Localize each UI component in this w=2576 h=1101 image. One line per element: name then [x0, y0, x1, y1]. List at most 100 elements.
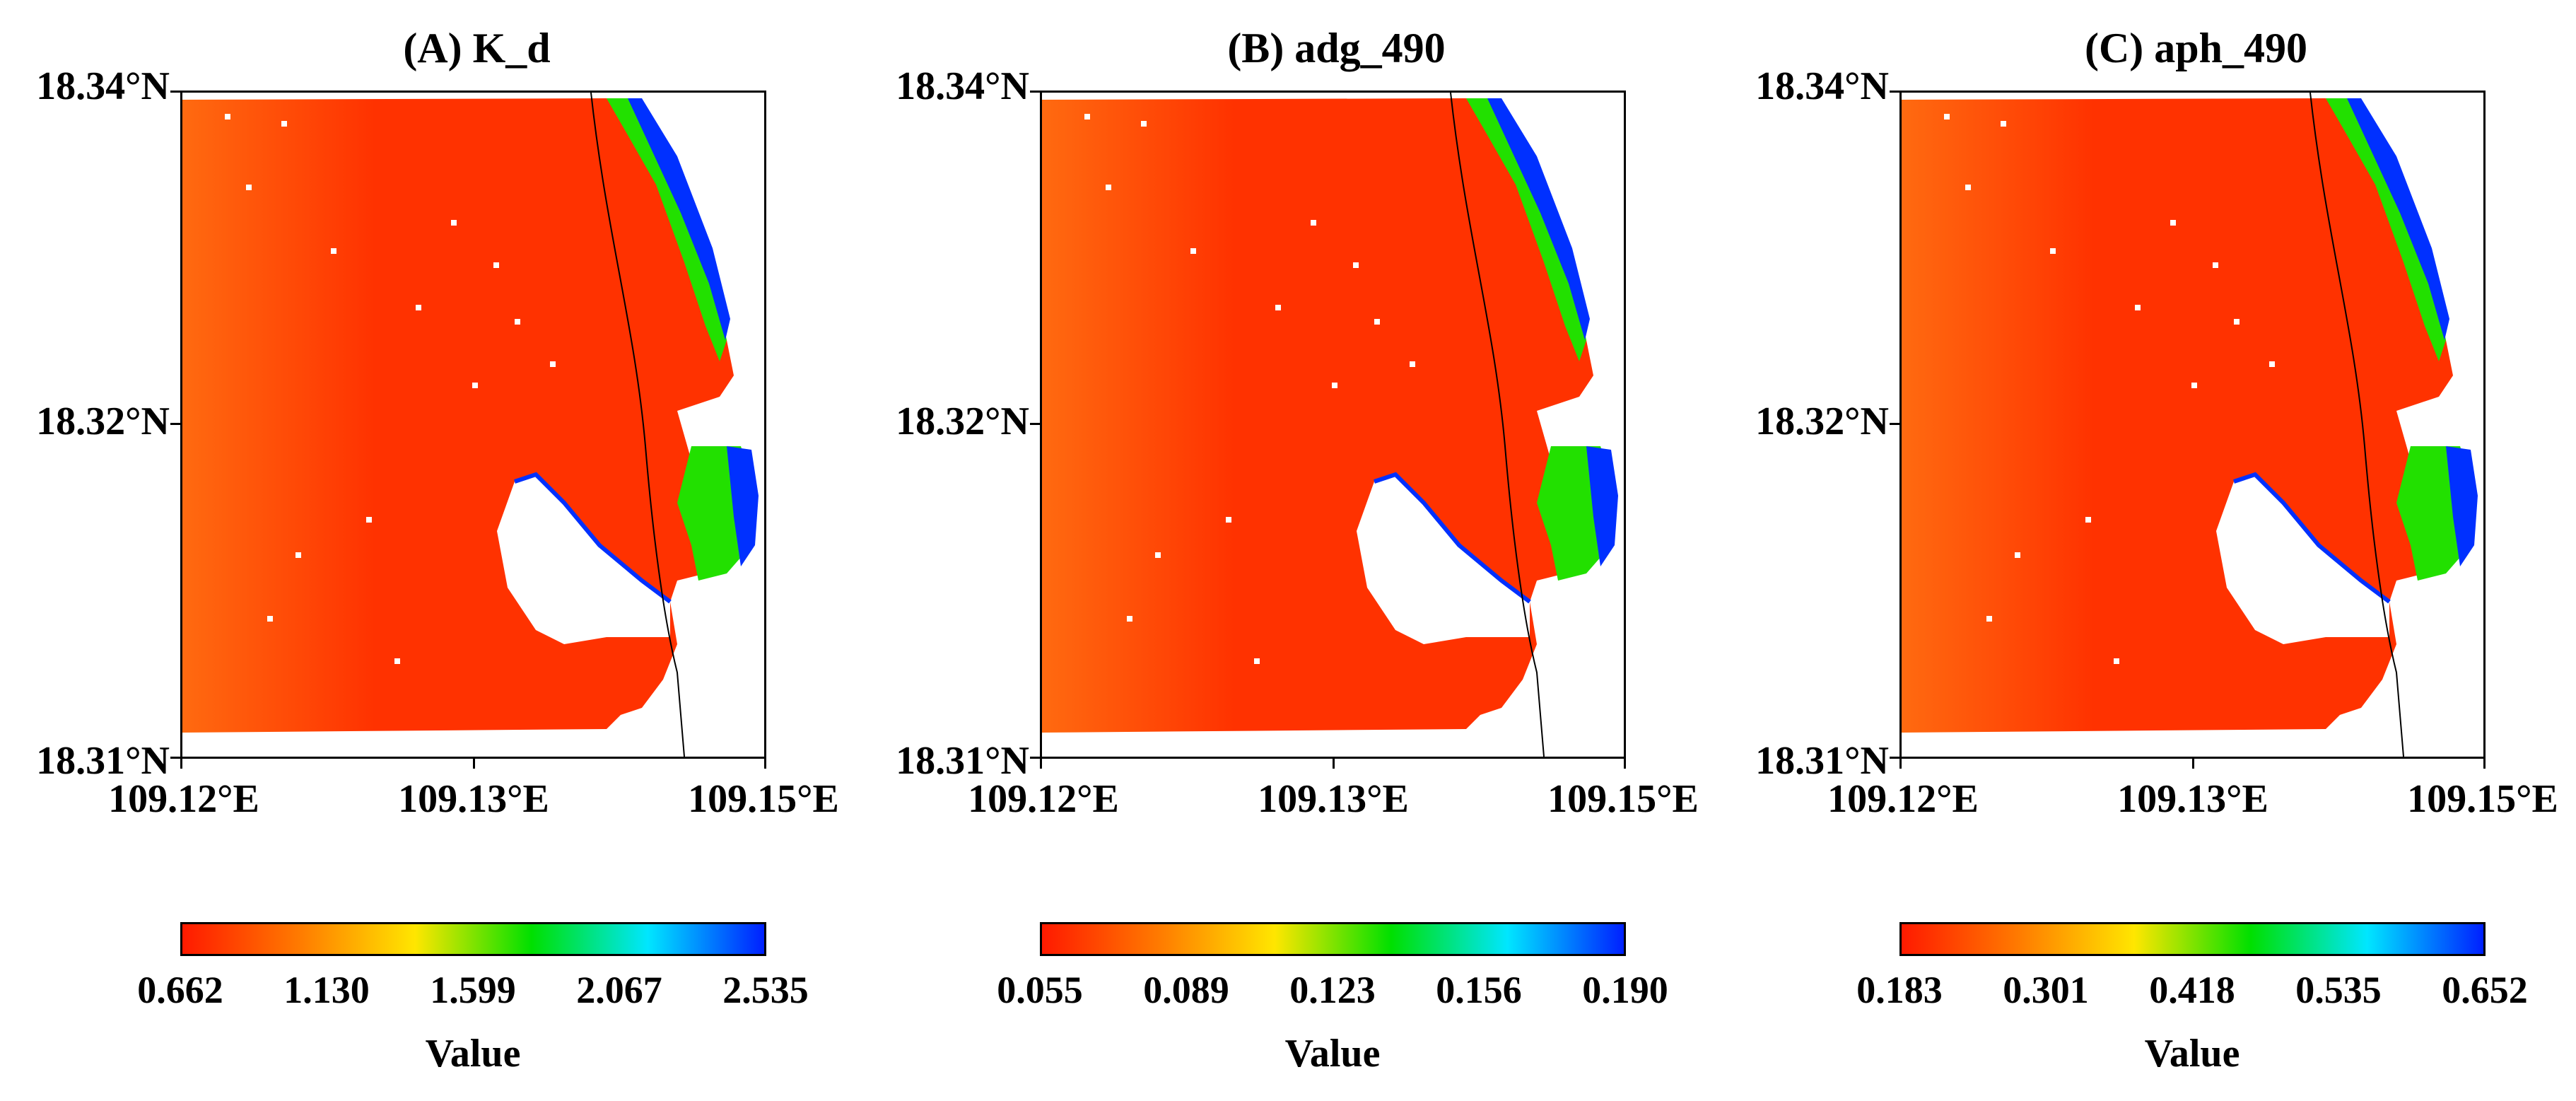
water-area	[1042, 98, 1593, 733]
satellite-map	[182, 93, 764, 757]
colorbar-tick-label: 0.535	[2295, 969, 2382, 1011]
satellite-map	[1902, 93, 2483, 757]
coastal-band	[1466, 98, 1586, 361]
lat-label-top: 18.34°N	[36, 64, 170, 108]
cloud-pixel	[2001, 121, 2006, 127]
cloud-pixel	[366, 517, 372, 523]
lon-label-left: 109.12°E	[968, 777, 1119, 821]
cloud-pixel	[493, 262, 499, 268]
cloud-pixel	[2114, 658, 2119, 664]
peninsula	[1357, 474, 1530, 644]
cloud-pixel	[225, 114, 230, 120]
cloud-pixel	[267, 616, 273, 622]
cloud-pixel	[451, 220, 457, 226]
lon-label-left: 109.12°E	[108, 777, 259, 821]
lon-label-right: 109.15°E	[1547, 777, 1699, 821]
cloud-pixel	[1190, 248, 1196, 254]
lat-tick	[1030, 423, 1040, 425]
coastal-edge	[2347, 98, 2449, 340]
cloud-pixel	[2050, 248, 2056, 254]
panel-title: (B) adg_490	[1227, 25, 1446, 71]
cloud-pixel	[472, 383, 478, 388]
colorbar-tick-label: 0.418	[2149, 969, 2235, 1011]
panel-c: (C) aph_490 18.34°N 18.32°N 18.31°N 109.…	[1719, 0, 2558, 1101]
lat-tick	[170, 757, 180, 759]
cloud-pixel	[295, 552, 301, 558]
lat-tick	[1030, 91, 1040, 93]
lon-label-right: 109.15°E	[2407, 777, 2558, 821]
map-frame	[180, 91, 766, 759]
lon-tick	[2192, 759, 2194, 769]
cloud-pixel	[1141, 121, 1147, 127]
cloud-pixel	[2085, 517, 2091, 523]
cloud-pixel	[550, 361, 556, 367]
lon-label-mid: 109.13°E	[2117, 777, 2268, 821]
cloud-pixel	[1127, 616, 1132, 622]
cloud-pixel	[331, 248, 336, 254]
colorbar-tick-label: 0.190	[1582, 969, 1668, 1011]
panel-title: (C) aph_490	[2084, 25, 2308, 71]
cloud-pixel	[1106, 185, 1111, 190]
lon-tick	[2483, 759, 2486, 769]
water-area	[1902, 98, 2453, 733]
colorbar-tick-label: 0.652	[2442, 969, 2528, 1011]
cloud-pixel	[2170, 220, 2176, 226]
colorbar-tick-label: 2.535	[722, 969, 809, 1011]
colorbar-tick-label: 0.089	[1143, 969, 1229, 1011]
satellite-map	[1042, 93, 1624, 757]
cloud-pixel	[1353, 262, 1359, 268]
lon-tick	[1624, 759, 1626, 769]
colorbar-tick-label: 2.067	[576, 969, 662, 1011]
cloud-pixel	[2234, 319, 2240, 325]
track-line	[2309, 93, 2404, 757]
coastal-edge	[1487, 98, 1590, 340]
colorbar-tick-label: 0.055	[997, 969, 1083, 1011]
cloud-pixel	[1084, 114, 1090, 120]
colorbar-tick-label: 1.599	[430, 969, 516, 1011]
colorbar-title: Value	[1284, 1032, 1381, 1076]
lat-label-mid: 18.32°N	[1755, 400, 1889, 443]
panel-a: (A) K_d 18.34°N 18.32°N 18.31°N 109.12°E…	[0, 0, 839, 1101]
lon-label-left: 109.12°E	[1827, 777, 1979, 821]
cloud-pixel	[2191, 383, 2197, 388]
colorbar	[1040, 922, 1626, 956]
lat-label-mid: 18.32°N	[36, 400, 170, 443]
lat-label-top: 18.34°N	[1755, 64, 1889, 108]
colorbar-title: Value	[425, 1032, 521, 1076]
track-line	[590, 93, 685, 757]
cloud-pixel	[1254, 658, 1260, 664]
cloud-pixel	[281, 121, 287, 127]
cloud-pixel	[1986, 616, 1992, 622]
coastal-band	[607, 98, 727, 361]
colorbar-tick-label: 1.130	[283, 969, 370, 1011]
cloud-pixel	[2213, 262, 2218, 268]
peninsula	[2216, 474, 2389, 644]
cloud-pixel	[1410, 361, 1415, 367]
cloud-pixel	[1374, 319, 1380, 325]
coastal-edge	[628, 98, 730, 340]
cloud-pixel	[2135, 305, 2141, 310]
cloud-pixel	[1155, 552, 1161, 558]
cloud-pixel	[1944, 114, 1950, 120]
lat-label-bottom: 18.31°N	[896, 739, 1029, 783]
colorbar-tick-label: 0.183	[1856, 969, 1943, 1011]
colorbar-title: Value	[2144, 1032, 2240, 1076]
panel-b: (B) adg_490 18.34°N 18.32°N 18.31°N 109.…	[860, 0, 1699, 1101]
lat-label-bottom: 18.31°N	[1755, 739, 1889, 783]
track-line	[1450, 93, 1545, 757]
cloud-pixel	[416, 305, 421, 310]
cloud-pixel	[394, 658, 400, 664]
lon-tick	[1333, 759, 1335, 769]
lon-tick	[1040, 759, 1042, 769]
lat-label-top: 18.34°N	[896, 64, 1029, 108]
colorbar-tick-label: 0.123	[1289, 969, 1376, 1011]
lon-label-right: 109.15°E	[688, 777, 839, 821]
colorbar-tick-label: 0.662	[137, 969, 223, 1011]
lat-label-mid: 18.32°N	[896, 400, 1029, 443]
lon-tick	[473, 759, 475, 769]
water-area	[182, 98, 734, 733]
lon-tick	[764, 759, 766, 769]
lat-label-bottom: 18.31°N	[36, 739, 170, 783]
cloud-pixel	[2269, 361, 2275, 367]
lat-tick	[1890, 91, 1899, 93]
